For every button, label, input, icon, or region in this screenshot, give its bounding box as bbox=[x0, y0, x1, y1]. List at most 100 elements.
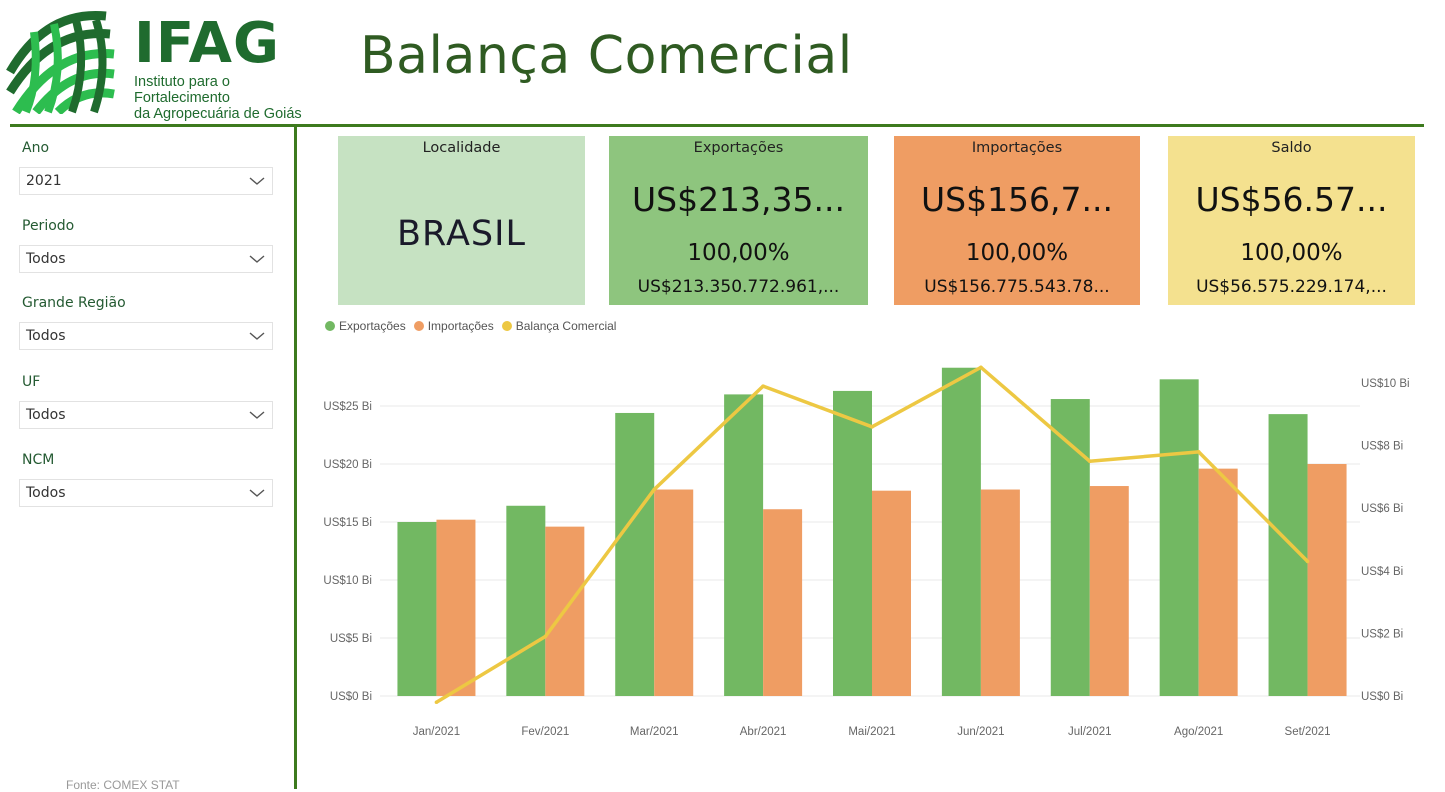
card-value: US$213,35... bbox=[631, 180, 846, 219]
legend-item-importacoes[interactable]: Importações bbox=[413, 319, 494, 333]
filter-ano: Ano 2021 bbox=[19, 140, 273, 195]
right-axis-tick-label: US$0 Bi bbox=[1361, 691, 1403, 703]
x-axis-tick-label: Ago/2021 bbox=[1174, 726, 1223, 738]
left-axis-tick-label: US$5 Bi bbox=[330, 633, 372, 645]
right-axis-tick-label: US$8 Bi bbox=[1361, 441, 1403, 453]
x-axis-tick-label: Mai/2021 bbox=[848, 726, 895, 738]
bar-importacoes bbox=[1307, 464, 1347, 696]
logo-subtitle: Instituto para o Fortalecimento da Agrop… bbox=[134, 74, 326, 122]
card-saldo: Saldo US$56.57... 100,00% US$56.575.229.… bbox=[1168, 136, 1415, 305]
trade-balance-chart: US$0 Bi US$5 Bi US$10 Bi US$15 Bi US$20 Bi US… bbox=[323, 365, 1410, 738]
bar-exportacoes bbox=[833, 390, 872, 696]
legend-dot-icon bbox=[413, 321, 424, 331]
filter-label: NCM bbox=[22, 452, 55, 468]
card-percentage: 100,00% bbox=[965, 240, 1069, 266]
legend-item-exportacoes[interactable]: Exportações bbox=[325, 319, 406, 333]
logo-subtitle-line-1: Instituto para o Fortalecimento bbox=[134, 74, 230, 106]
filter-value: 2021 bbox=[26, 173, 62, 189]
bar-exportacoes bbox=[724, 394, 764, 696]
filter-value: Todos bbox=[26, 328, 66, 344]
card-full-value: US$213.350.772.961,... bbox=[637, 277, 840, 297]
x-axis-tick-label: Mar/2021 bbox=[630, 726, 679, 738]
legend-item-balanca[interactable]: Balança Comercial bbox=[501, 319, 617, 333]
point-balanca-comercial bbox=[1087, 459, 1092, 464]
chevron-down-icon bbox=[249, 332, 265, 340]
chevron-down-icon bbox=[249, 177, 265, 185]
point-balanca-comercial bbox=[870, 425, 874, 429]
filter-dropdown-uf[interactable]: Todos bbox=[19, 401, 273, 429]
card-exportacoes: Exportações US$213,35... 100,00% US$213.… bbox=[609, 136, 868, 305]
filter-dropdown-ncm[interactable]: Todos bbox=[19, 479, 273, 507]
right-axis-tick-label: US$2 Bi bbox=[1361, 628, 1403, 640]
chevron-down-icon bbox=[249, 411, 265, 419]
sidebar-divider bbox=[294, 126, 297, 789]
legend-label: Exportações bbox=[339, 319, 406, 333]
left-axis-tick-label: US$20 Bi bbox=[323, 459, 372, 471]
x-axis-tick-label: Jan/2021 bbox=[413, 726, 460, 738]
filter-label: Periodo bbox=[22, 218, 75, 234]
bar-exportacoes bbox=[1159, 379, 1199, 696]
point-balanca-comercial bbox=[543, 634, 548, 639]
card-percentage: 100,00% bbox=[1240, 240, 1343, 266]
ifag-logo: IFAG Instituto para o Fortalecimento da … bbox=[6, 8, 326, 122]
left-axis-tick-label: US$10 Bi bbox=[323, 575, 372, 587]
bar-importacoes bbox=[763, 509, 803, 696]
point-balanca-comercial bbox=[652, 487, 657, 492]
filter-label: UF bbox=[22, 374, 41, 390]
bar-importacoes bbox=[436, 519, 476, 696]
filter-ncm: NCM Todos bbox=[19, 452, 273, 507]
right-axis-tick-label: US$4 Bi bbox=[1361, 566, 1403, 578]
card-full-value: US$156.775.543.78... bbox=[924, 277, 1110, 297]
header-divider bbox=[10, 124, 1424, 127]
x-axis-tick-label: Jun/2021 bbox=[957, 726, 1004, 738]
filter-label: Ano bbox=[22, 140, 50, 156]
filter-dropdown-grande-regiao[interactable]: Todos bbox=[19, 322, 273, 350]
chevron-down-icon bbox=[249, 489, 265, 497]
bar-importacoes bbox=[1198, 468, 1238, 696]
point-balanca-comercial bbox=[761, 384, 765, 388]
left-axis-tick-label: US$15 Bi bbox=[323, 517, 372, 529]
bar-exportacoes bbox=[506, 505, 546, 696]
chevron-down-icon bbox=[249, 255, 265, 263]
filter-value: Todos bbox=[26, 485, 66, 501]
legend-label: Balança Comercial bbox=[515, 319, 617, 333]
bar-importacoes bbox=[872, 490, 911, 696]
x-axis-tick-label: Jul/2021 bbox=[1068, 726, 1111, 738]
bar-exportacoes bbox=[941, 367, 981, 696]
filter-dropdown-periodo[interactable]: Todos bbox=[19, 245, 273, 273]
filter-value: Todos bbox=[26, 407, 66, 423]
source-note: Fonte: COMEX STAT bbox=[66, 778, 180, 792]
bar-exportacoes bbox=[615, 412, 655, 696]
card-value: US$156,7... bbox=[920, 180, 1114, 219]
card-localidade: Localidade BRASIL bbox=[338, 136, 585, 305]
card-label: Importações bbox=[971, 140, 1063, 156]
logo-name: IFAG bbox=[134, 11, 280, 76]
card-percentage: 100,00% bbox=[687, 240, 790, 266]
legend-dot-icon bbox=[325, 321, 335, 331]
bar-importacoes bbox=[654, 489, 694, 696]
filter-grande-regiao: Grande Região Todos bbox=[19, 295, 273, 350]
left-axis-tick-label: US$0 Bi bbox=[330, 691, 372, 703]
right-axis-tick-label: US$6 Bi bbox=[1361, 503, 1403, 515]
bar-importacoes bbox=[1089, 486, 1129, 696]
filter-dropdown-ano[interactable]: 2021 bbox=[19, 167, 273, 195]
filter-label: Grande Região bbox=[22, 295, 126, 311]
bar-exportacoes bbox=[1050, 399, 1090, 696]
x-axis-tick-label: Fev/2021 bbox=[521, 726, 569, 738]
filter-value: Todos bbox=[26, 251, 66, 267]
chart-legend: Exportações Importações Balança Comercia… bbox=[325, 319, 616, 333]
logo-subtitle-line-2: da Agropecuária de Goiás bbox=[134, 106, 302, 122]
left-axis-tick-label: US$25 Bi bbox=[323, 401, 372, 413]
page-title: Balança Comercial bbox=[360, 26, 853, 86]
bar-exportacoes bbox=[397, 522, 437, 696]
filter-periodo: Periodo Todos bbox=[19, 218, 273, 273]
bar-importacoes bbox=[980, 489, 1020, 696]
card-label: Saldo bbox=[1271, 140, 1312, 156]
point-balanca-comercial bbox=[979, 365, 983, 370]
point-balanca-comercial bbox=[1196, 450, 1201, 454]
x-axis-tick-label: Abr/2021 bbox=[740, 726, 787, 738]
ifag-logo-mark-icon bbox=[6, 10, 115, 114]
x-axis-tick-label: Set/2021 bbox=[1285, 726, 1331, 738]
filter-uf: UF Todos bbox=[19, 374, 273, 429]
point-balanca-comercial bbox=[1305, 559, 1310, 564]
